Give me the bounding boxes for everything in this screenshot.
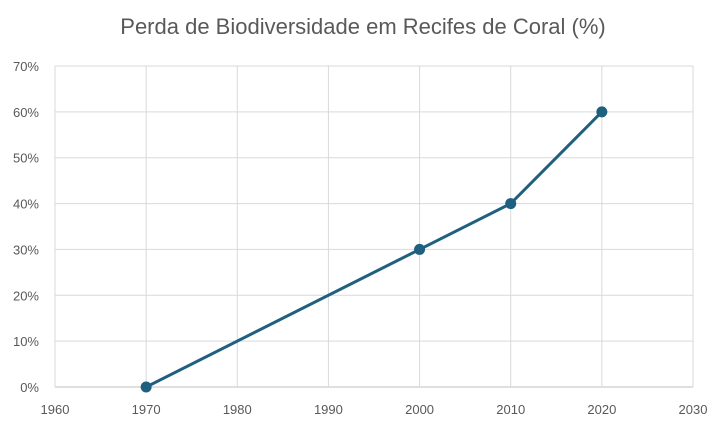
data-point	[140, 381, 152, 393]
x-axis-ticks: 1960 1970 1980 1990 2000 2010 2020 2030	[41, 402, 708, 417]
x-tick-label: 1980	[223, 402, 252, 417]
data-point	[596, 106, 608, 118]
gridlines	[54, 65, 694, 388]
y-tick-label: 10%	[13, 334, 39, 349]
x-tick-label: 2000	[405, 402, 434, 417]
y-tick-label: 20%	[13, 288, 39, 303]
data-point	[414, 243, 426, 255]
series-layer	[140, 106, 608, 393]
y-tick-label: 50%	[13, 151, 39, 166]
chart-title: Perda de Biodiversidade em Recifes de Co…	[120, 14, 605, 39]
x-tick-label: 1970	[132, 402, 161, 417]
x-tick-label: 2010	[496, 402, 525, 417]
x-tick-label: 1960	[41, 402, 70, 417]
x-tick-label: 1990	[314, 402, 343, 417]
y-tick-label: 70%	[13, 59, 39, 74]
data-point	[505, 198, 517, 210]
x-tick-label: 2030	[679, 402, 708, 417]
series-line	[144, 110, 604, 389]
y-tick-label: 0%	[20, 380, 39, 395]
y-tick-label: 30%	[13, 242, 39, 257]
x-tick-label: 2020	[587, 402, 616, 417]
y-axis-ticks: 0% 10% 20% 30% 40% 50% 60% 70%	[13, 59, 39, 395]
y-tick-label: 60%	[13, 105, 39, 120]
y-tick-label: 40%	[13, 197, 39, 212]
